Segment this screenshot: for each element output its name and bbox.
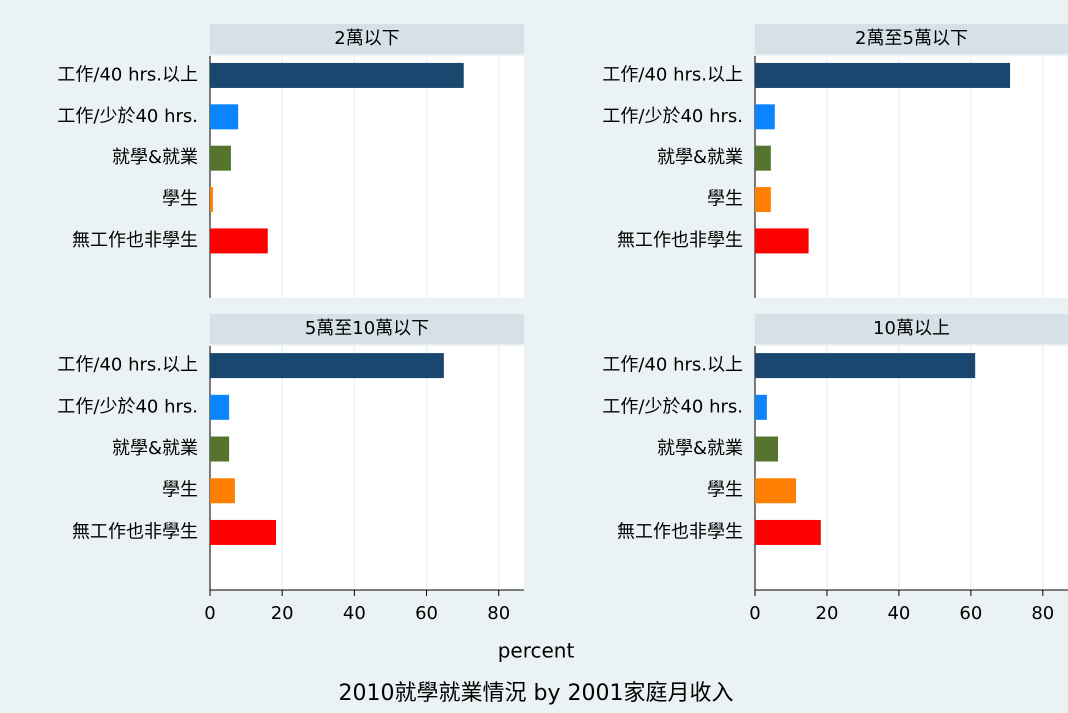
bar <box>210 394 230 420</box>
bar <box>210 104 239 130</box>
bar <box>755 353 976 379</box>
panel-title: 5萬至10萬以下 <box>305 318 429 339</box>
category-label: 學生 <box>707 189 743 210</box>
bar <box>755 394 767 420</box>
x-tick-label: 40 <box>887 603 910 624</box>
category-label: 就學&就業 <box>657 438 743 459</box>
panel-header <box>210 314 524 344</box>
bar <box>210 145 231 171</box>
x-tick-label: 0 <box>204 603 215 624</box>
bar <box>755 187 771 213</box>
category-label: 工作/少於40 hrs. <box>57 396 198 417</box>
panel-header <box>210 24 524 54</box>
panel-title: 10萬以上 <box>873 318 950 339</box>
category-label: 工作/40 hrs.以上 <box>602 355 743 376</box>
bar <box>755 519 821 545</box>
panel-header <box>755 24 1068 54</box>
caption: 2010就學就業情況 by 2001家庭月收入 <box>339 681 734 706</box>
x-tick-label: 20 <box>816 603 839 624</box>
panel-title: 2萬以下 <box>334 28 399 49</box>
bar <box>210 187 213 213</box>
category-label: 就學&就業 <box>112 147 198 168</box>
x-tick-label: 60 <box>959 603 982 624</box>
category-label: 就學&就業 <box>112 438 198 459</box>
bar <box>755 145 771 171</box>
plot-area <box>755 346 1068 590</box>
bar <box>210 353 444 379</box>
category-label: 學生 <box>162 189 198 210</box>
bar <box>210 478 235 504</box>
bar <box>210 519 277 545</box>
bar <box>755 478 797 504</box>
category-label: 就學&就業 <box>657 147 743 168</box>
plot-area <box>210 56 524 298</box>
x-tick-label: 20 <box>271 603 294 624</box>
x-tick-label: 40 <box>343 603 366 624</box>
bar <box>755 228 809 254</box>
category-label: 學生 <box>162 480 198 501</box>
plot-area <box>210 346 524 590</box>
x-axis-label: percent <box>498 639 575 663</box>
category-label: 工作/少於40 hrs. <box>602 106 743 127</box>
bar <box>210 62 464 88</box>
category-label: 工作/40 hrs.以上 <box>602 64 743 85</box>
category-label: 無工作也非學生 <box>617 521 743 542</box>
bar <box>755 62 1011 88</box>
bar <box>755 104 775 130</box>
panel-title: 2萬至5萬以下 <box>855 28 968 49</box>
x-tick-label: 80 <box>487 603 510 624</box>
category-label: 工作/40 hrs.以上 <box>57 64 198 85</box>
x-tick-label: 80 <box>1031 603 1054 624</box>
category-label: 工作/少於40 hrs. <box>57 106 198 127</box>
x-tick-label: 60 <box>415 603 438 624</box>
category-label: 無工作也非學生 <box>72 230 198 251</box>
category-label: 無工作也非學生 <box>72 521 198 542</box>
bar <box>210 436 230 462</box>
category-label: 工作/少於40 hrs. <box>602 396 743 417</box>
category-label: 學生 <box>707 480 743 501</box>
x-tick-label: 0 <box>749 603 760 624</box>
bar <box>755 436 779 462</box>
panel-header <box>755 314 1068 344</box>
category-label: 無工作也非學生 <box>617 230 743 251</box>
bar <box>210 228 268 254</box>
category-label: 工作/40 hrs.以上 <box>57 355 198 376</box>
plot-area <box>755 56 1068 298</box>
